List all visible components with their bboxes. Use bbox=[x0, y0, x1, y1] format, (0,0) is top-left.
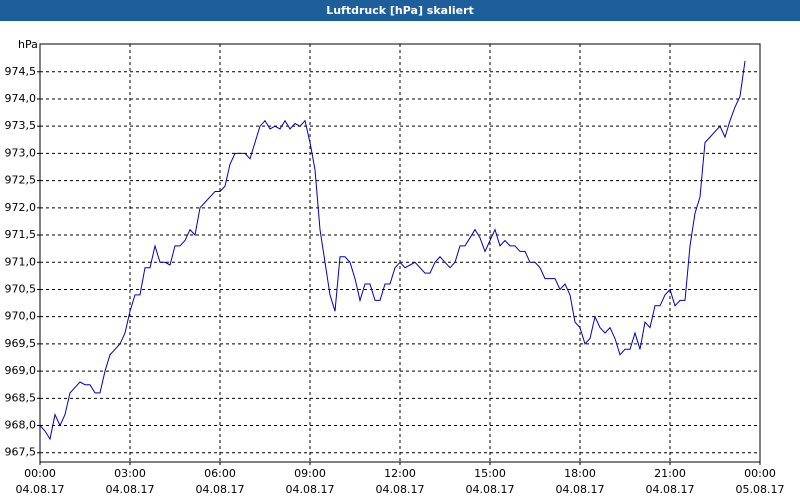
x-tick-label: 06:00 bbox=[204, 467, 236, 480]
title-bar bbox=[0, 0, 800, 21]
line-series bbox=[39, 60, 746, 441]
x-tick-label: 18:00 bbox=[564, 467, 596, 480]
y-tick-label: 969,0 bbox=[5, 364, 37, 377]
x-tick-label: 09:00 bbox=[294, 467, 326, 480]
x-tick-label: 00:00 bbox=[24, 467, 56, 480]
y-tick-label: 971,0 bbox=[5, 255, 37, 268]
y-tick-label: 972,0 bbox=[5, 201, 37, 214]
x-tick-date: 04.08.17 bbox=[376, 483, 425, 496]
y-tick-label: 973,0 bbox=[5, 146, 37, 159]
y-tick-label: 972,5 bbox=[5, 174, 37, 187]
y-tick-label: 970,5 bbox=[5, 282, 37, 295]
y-tick-label: 968,0 bbox=[5, 419, 37, 432]
x-tick-label: 21:00 bbox=[654, 467, 686, 480]
x-tick-date: 04.08.17 bbox=[556, 483, 605, 496]
y-unit-label: hPa bbox=[18, 38, 38, 51]
y-tick-label: 973,5 bbox=[5, 119, 37, 132]
y-tick-label: 967,5 bbox=[5, 446, 37, 459]
x-tick-label: 03:00 bbox=[114, 467, 146, 480]
x-tick-label: 00:00 bbox=[744, 467, 776, 480]
x-tick-date: 04.08.17 bbox=[16, 483, 65, 496]
y-tick-label: 968,5 bbox=[5, 391, 37, 404]
x-tick-label: 15:00 bbox=[474, 467, 506, 480]
y-tick-label: 971,5 bbox=[5, 228, 37, 241]
y-tick-label: 974,0 bbox=[5, 92, 37, 105]
x-tick-date: 04.08.17 bbox=[106, 483, 155, 496]
x-tick-date: 04.08.17 bbox=[646, 483, 695, 496]
y-tick-label: 970,0 bbox=[5, 310, 37, 323]
x-tick-date: 04.08.17 bbox=[196, 483, 245, 496]
y-tick-label: 969,5 bbox=[5, 337, 37, 350]
x-tick-date: 04.08.17 bbox=[286, 483, 335, 496]
chart-title: Luftdruck [hPa] skaliert bbox=[326, 4, 474, 17]
x-tick-date: 05.08.17 bbox=[736, 483, 785, 496]
x-tick-date: 04.08.17 bbox=[466, 483, 515, 496]
y-tick-label: 974,5 bbox=[5, 65, 37, 78]
x-tick-label: 12:00 bbox=[384, 467, 416, 480]
